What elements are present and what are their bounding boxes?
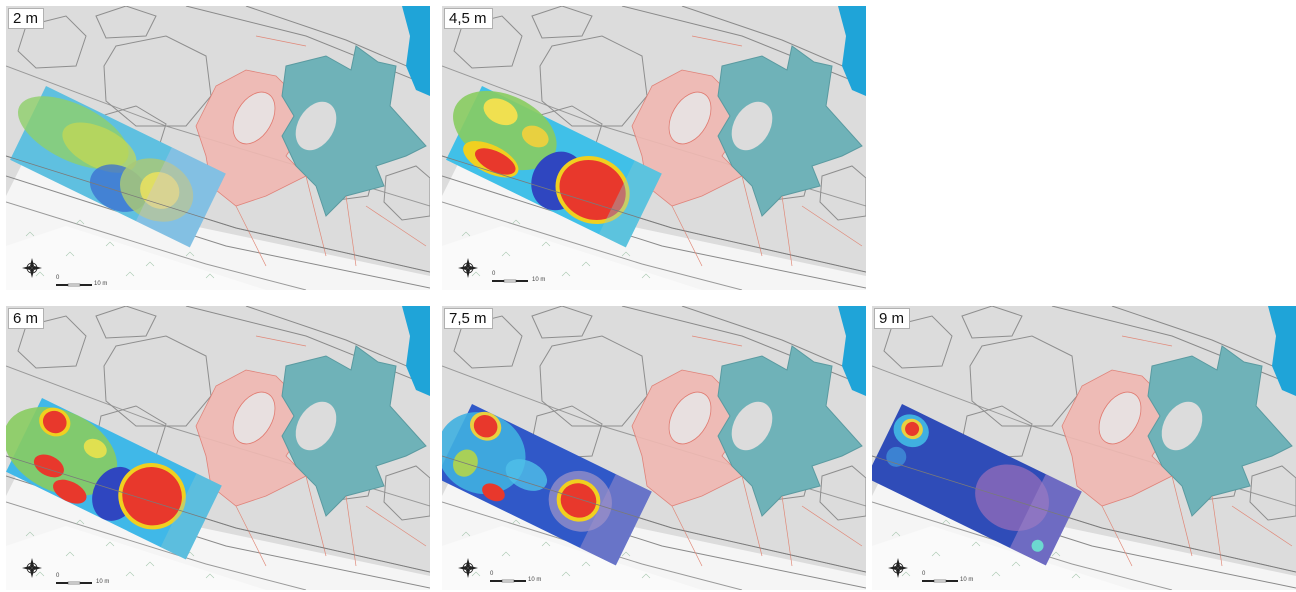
depth-label: 2 m [8, 8, 45, 29]
depth-label: 9 m [874, 308, 911, 329]
scale-bar [491, 279, 529, 283]
map-canvas: 0 10 m [6, 306, 430, 590]
scale-zero: 0 [492, 271, 496, 277]
map-panel-2m: 0 10 m 2 m [6, 6, 430, 290]
map-canvas: 0 10 m [6, 6, 430, 290]
scale-bar [55, 581, 93, 585]
scale-end: 10 m [94, 281, 107, 287]
map-panel-4.5m: 0 10 m 4,5 m [442, 6, 866, 290]
depth-label: 7,5 m [444, 308, 493, 329]
survey-area [872, 404, 1082, 566]
scale-end: 10 m [960, 577, 973, 583]
scale-bar [921, 579, 959, 583]
scale-end: 10 m [532, 277, 545, 283]
scale-bar [55, 283, 93, 287]
scale-zero: 0 [56, 573, 60, 579]
map-panel-7.5m: 0 10 m 7,5 m [442, 306, 866, 590]
depth-label: 6 m [8, 308, 45, 329]
scale-bar [489, 579, 527, 583]
map-canvas: 0 10 m [442, 306, 866, 590]
map-canvas: 0 10 m [872, 306, 1296, 590]
scale-end: 10 m [528, 577, 541, 583]
scale-zero: 0 [922, 571, 926, 577]
scale-end: 10 m [96, 579, 109, 585]
scale-zero: 0 [490, 571, 494, 577]
survey-area [6, 398, 222, 560]
survey-area [442, 404, 652, 566]
survey-area [446, 86, 662, 248]
map-panel-6m: 0 10 m 6 m [6, 306, 430, 590]
survey-area [10, 86, 226, 248]
depth-label: 4,5 m [444, 8, 493, 29]
scale-zero: 0 [56, 275, 60, 281]
map-panel-9m: 0 10 m 9 m [872, 306, 1296, 590]
map-canvas: 0 10 m [442, 6, 866, 290]
